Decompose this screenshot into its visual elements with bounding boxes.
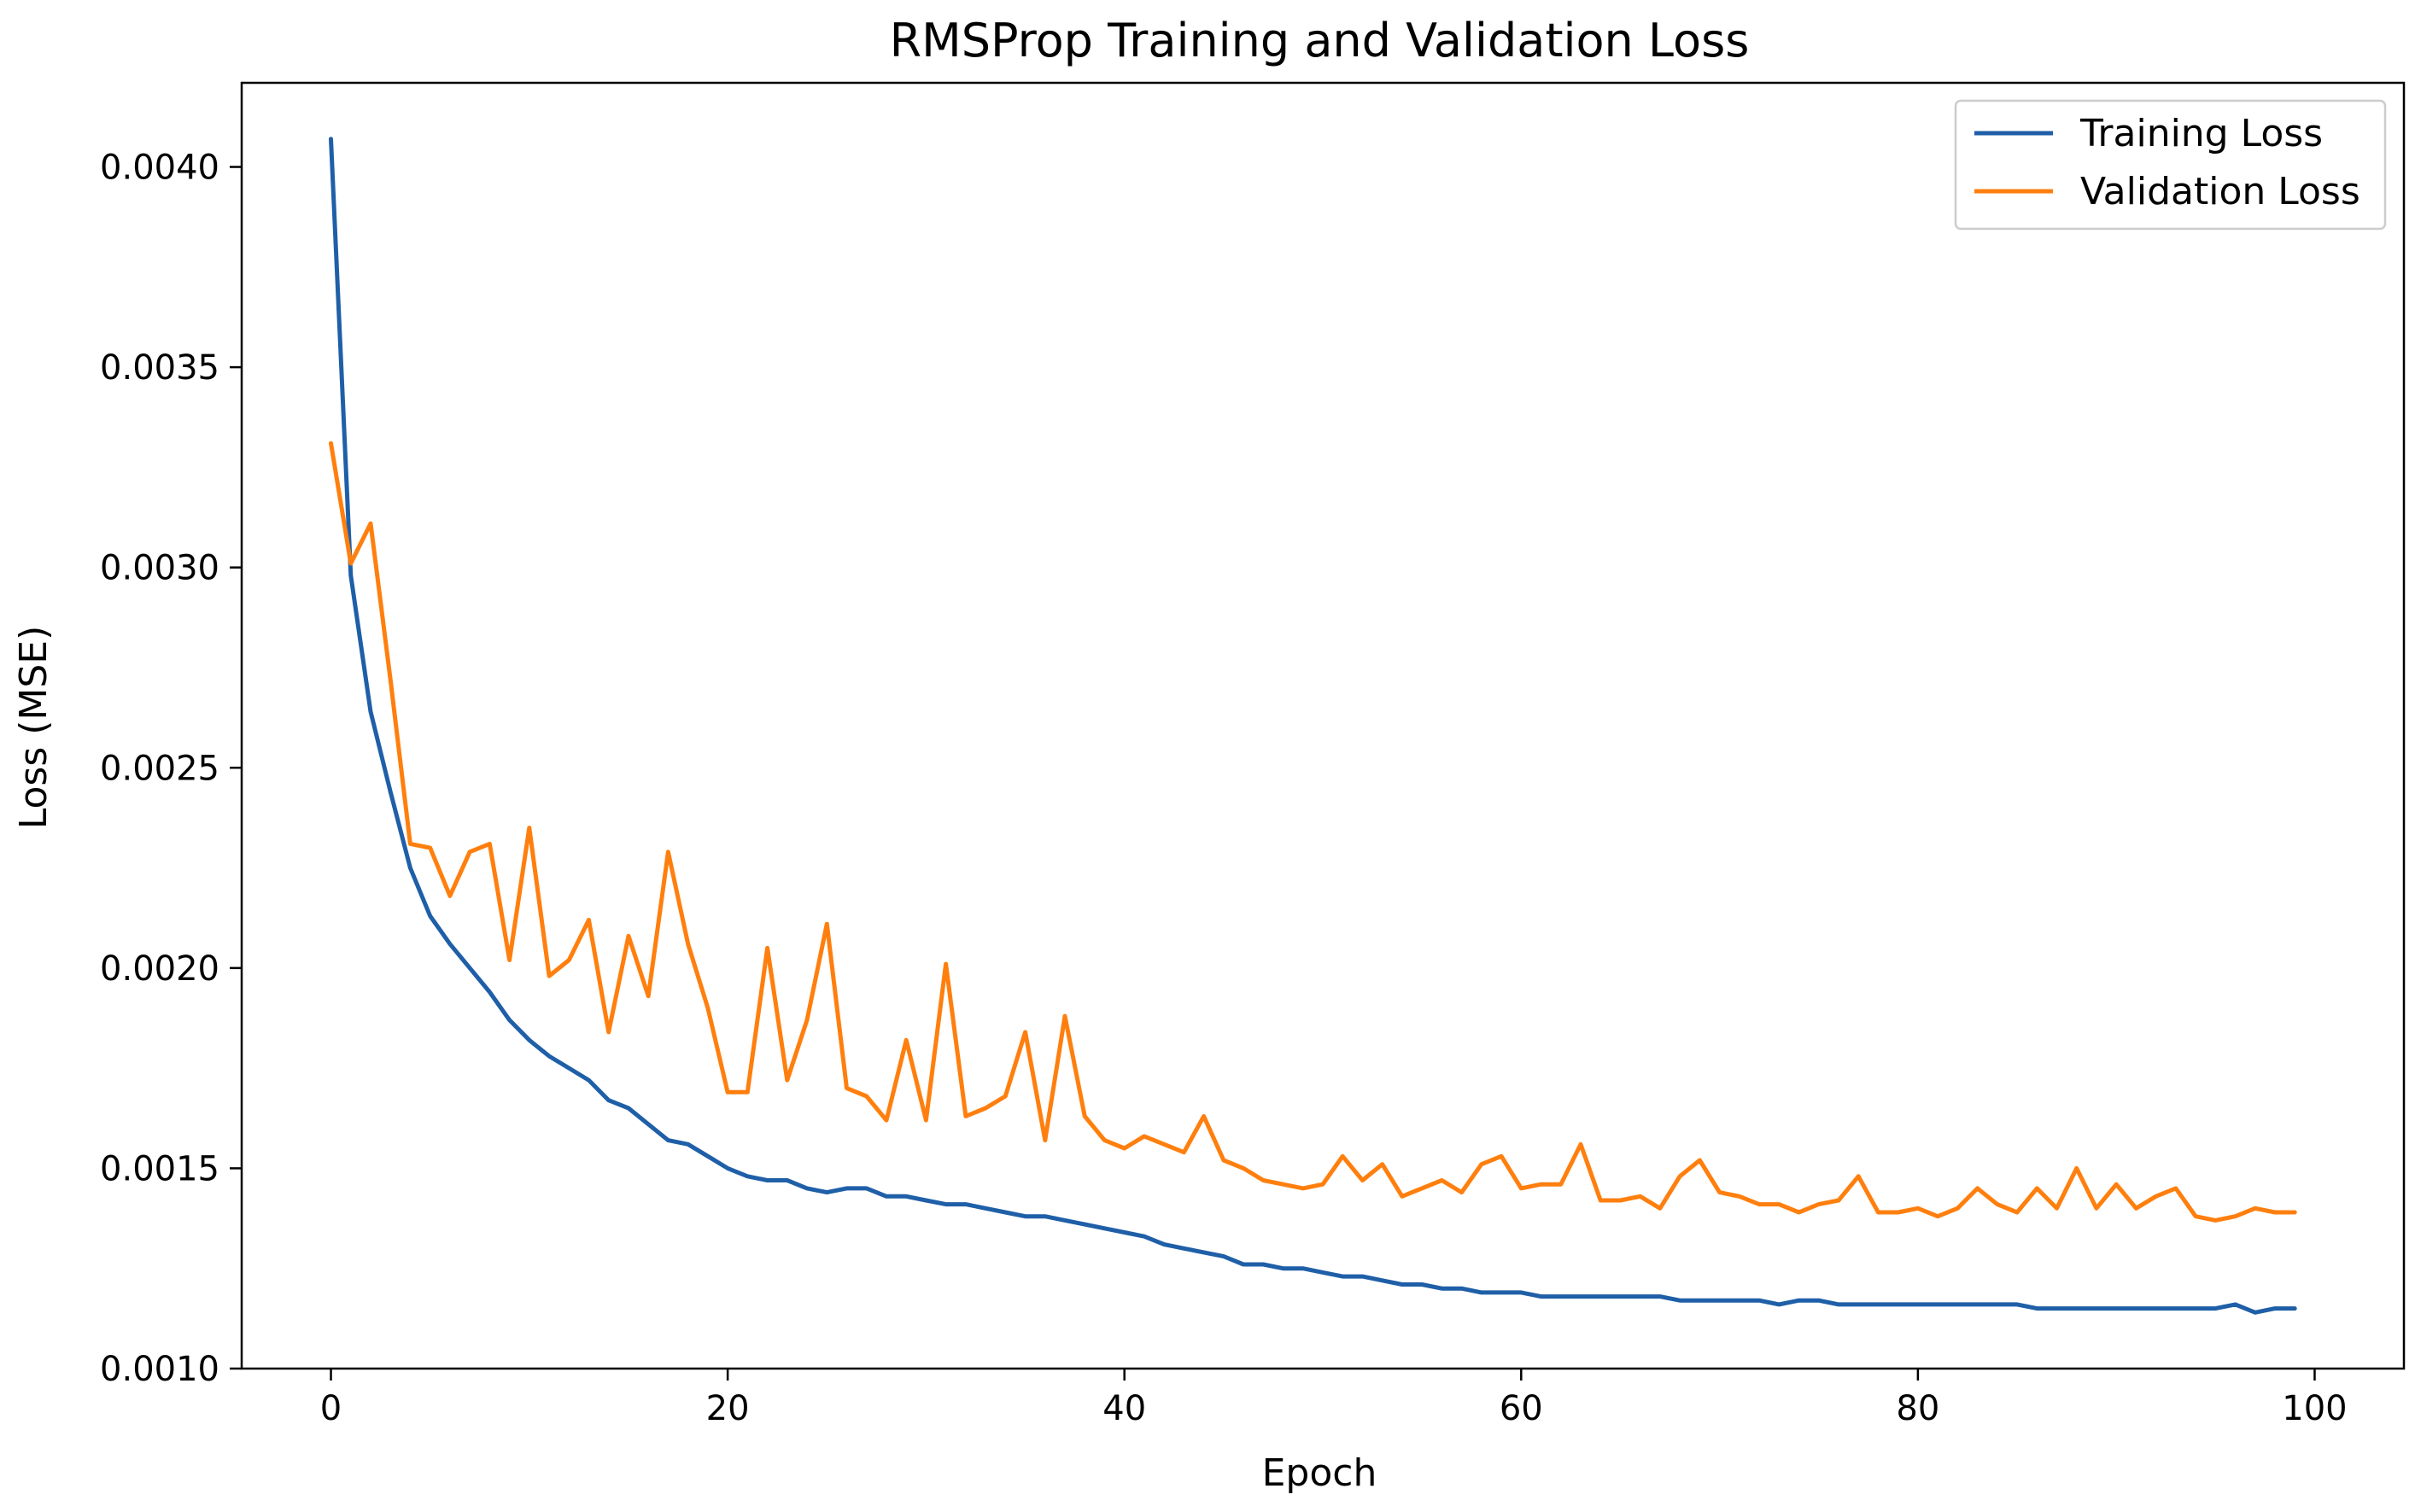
y-tick-label: 0.0025 (100, 749, 219, 788)
y-tick-label: 0.0040 (100, 149, 219, 188)
x-tick-label: 0 (320, 1389, 342, 1428)
x-axis-label: Epoch (1262, 1451, 1377, 1495)
legend-box (1954, 99, 2387, 231)
series-line-training-loss (329, 137, 2297, 1315)
x-tick-label: 100 (2282, 1389, 2347, 1428)
legend-label: Validation Loss (2080, 170, 2360, 213)
chart-title: RMSProp Training and Validation Loss (890, 14, 1750, 67)
axes-frame (240, 81, 2406, 1370)
y-tick-label: 0.0030 (100, 549, 219, 588)
x-tick-label: 60 (1500, 1389, 1543, 1428)
y-axis-label: Loss (MSE) (12, 626, 56, 830)
x-tick-label: 80 (1896, 1389, 1939, 1428)
legend: Training Loss Validation Loss (1954, 99, 2387, 231)
x-tick-label: 40 (1102, 1389, 1146, 1428)
x-axis-ticks: 0 20 40 60 80 100 (320, 1369, 2348, 1428)
y-tick-label: 0.0010 (100, 1350, 219, 1389)
y-tick-label: 0.0020 (100, 949, 219, 989)
x-tick-label: 20 (706, 1389, 750, 1428)
y-tick-label: 0.0035 (100, 348, 219, 388)
y-axis-ticks: 0.0010 0.0015 0.0020 0.0025 0.0030 0.0035 0.00… (100, 149, 242, 1389)
y-tick-label: 0.0015 (100, 1149, 219, 1188)
plot-area (240, 81, 2406, 1370)
legend-label: Training Loss (2079, 112, 2323, 155)
series-line-validation-loss (329, 441, 2297, 1223)
